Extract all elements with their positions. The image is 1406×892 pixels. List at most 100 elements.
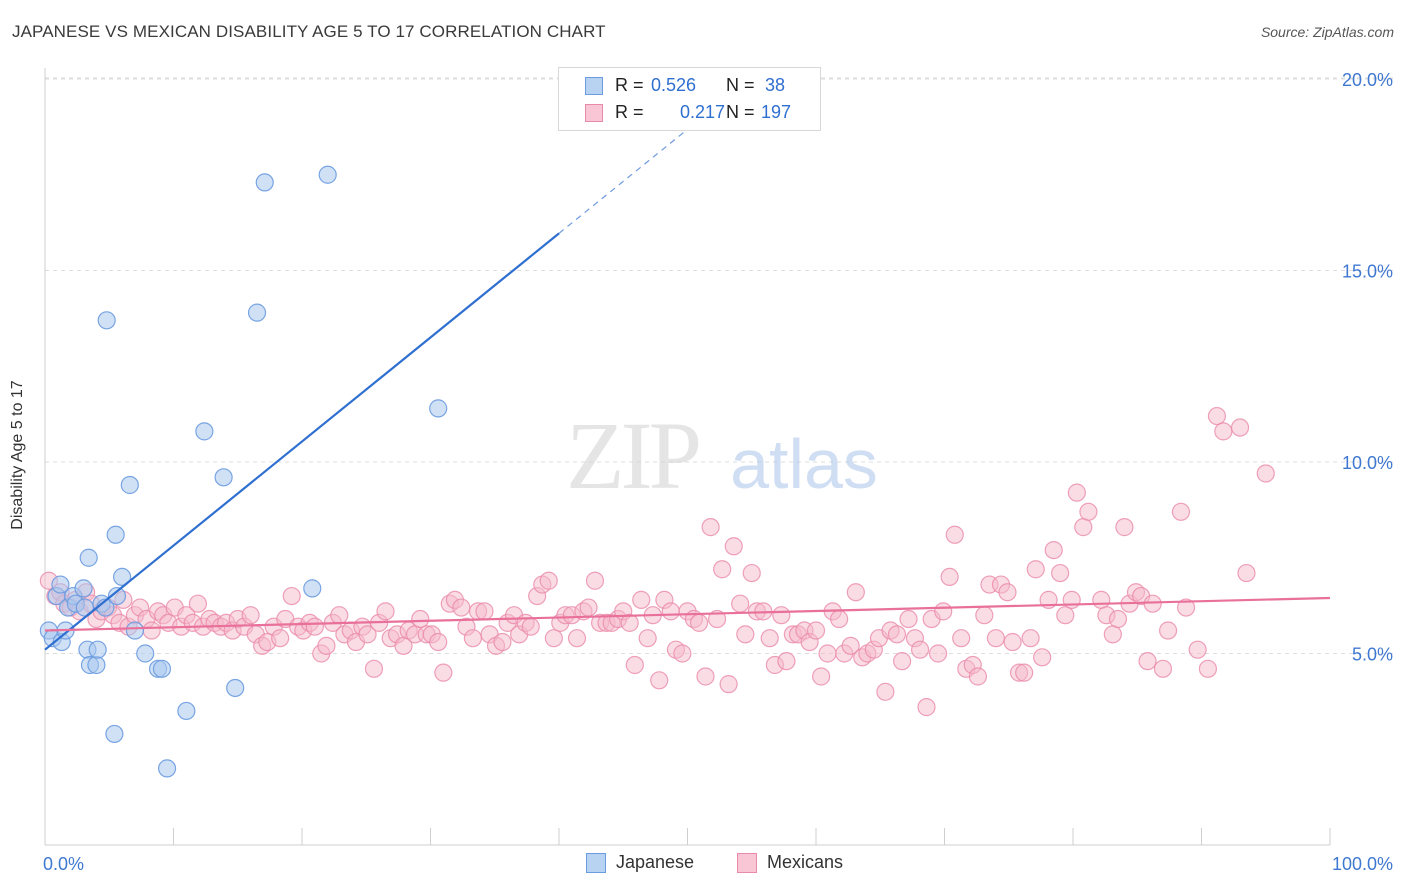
mexican-point xyxy=(638,629,657,648)
mexican-point xyxy=(1033,648,1052,667)
japanese-point xyxy=(105,724,124,744)
mexican-point xyxy=(544,629,563,648)
tick-labels: 5.0% 10.0% 15.0% 20.0% 0.0% 100.0% xyxy=(43,70,1393,874)
trend-lines xyxy=(44,97,1331,651)
mexican-point xyxy=(1051,563,1070,583)
mexican-point xyxy=(539,571,558,590)
mexican-point xyxy=(806,621,826,640)
mexicans-swatch xyxy=(585,104,603,122)
japanese-point xyxy=(106,525,125,544)
mexican-point xyxy=(142,621,161,640)
mexican-point xyxy=(701,518,720,537)
mexican-point xyxy=(1214,422,1233,441)
mexicans-trend-line xyxy=(44,596,1331,632)
mexican-point xyxy=(876,682,895,701)
mexican-point xyxy=(1044,540,1063,560)
mexican-point xyxy=(975,606,994,625)
japanese-point xyxy=(255,173,274,192)
mexican-point xyxy=(620,613,639,632)
mexican-point xyxy=(818,644,837,663)
mexican-point xyxy=(330,606,349,625)
legend-n-value: 38 xyxy=(765,75,786,95)
mexican-point xyxy=(661,602,680,621)
japanese-point xyxy=(88,640,107,659)
mexican-point xyxy=(772,606,791,625)
mexican-point xyxy=(719,675,738,694)
mexican-point xyxy=(358,625,377,644)
mexican-point xyxy=(934,602,953,621)
legend-n-value: 197 xyxy=(761,102,792,122)
mexican-point xyxy=(429,632,448,652)
japanese-point xyxy=(107,586,127,606)
mexican-point xyxy=(952,629,971,648)
japanese-point xyxy=(214,468,233,487)
x-tick-label: 0.0% xyxy=(43,854,84,874)
source-label: Source: ZipAtlas.com xyxy=(1260,24,1394,40)
japanese-swatch xyxy=(585,77,603,95)
mexican-point xyxy=(625,655,644,675)
mexican-point xyxy=(724,537,743,556)
y-tick-label: 15.0% xyxy=(1342,262,1393,282)
mexicans-legend-swatch xyxy=(737,853,757,873)
correlation-legend: R = 0.526 N = 38 R = 0.217 N = 197 xyxy=(558,67,821,131)
mexican-point xyxy=(1230,418,1250,437)
watermark-zip: ZIP xyxy=(566,402,699,509)
mexican-point xyxy=(1108,609,1128,629)
mexican-point xyxy=(305,617,324,636)
mexican-point xyxy=(986,629,1006,648)
mexican-point xyxy=(846,583,865,602)
mexican-point xyxy=(892,652,912,671)
mexican-point xyxy=(968,667,988,686)
japanese-point xyxy=(226,678,245,698)
japanese-point xyxy=(177,701,196,721)
mexican-point xyxy=(1062,590,1081,609)
mexican-point xyxy=(475,602,494,621)
mexican-point xyxy=(1143,594,1162,613)
japanese-point xyxy=(157,759,177,778)
japanese-point xyxy=(112,567,132,587)
mexican-point xyxy=(1015,663,1034,682)
mexican-point xyxy=(1021,629,1040,648)
mexican-point xyxy=(736,625,755,644)
mexicans-legend-label: Mexicans xyxy=(767,852,844,872)
legend-n-label: N = xyxy=(726,102,755,122)
mexican-point xyxy=(1207,406,1227,426)
japanese-point xyxy=(303,579,322,598)
mexican-point xyxy=(696,667,715,686)
mexican-point xyxy=(917,698,936,717)
japanese-point xyxy=(79,548,98,567)
mexican-point xyxy=(1074,518,1093,537)
mexican-point xyxy=(777,652,796,671)
chart-title: JAPANESE VS MEXICAN DISABILITY AGE 5 TO … xyxy=(12,22,606,41)
mexican-point xyxy=(1056,606,1075,625)
mexican-point xyxy=(713,560,732,579)
mexican-point xyxy=(887,625,907,644)
japanese-point xyxy=(247,303,267,322)
mexican-point xyxy=(742,563,761,583)
mexican-point xyxy=(364,659,384,678)
japanese-point xyxy=(51,575,70,594)
mexican-point xyxy=(317,636,336,655)
mexican-point xyxy=(1067,483,1086,502)
japanese-point xyxy=(429,399,448,418)
mexican-point xyxy=(434,663,453,682)
watermark-atlas: atlas xyxy=(730,425,878,503)
mexican-point xyxy=(1176,598,1196,617)
japanese-point xyxy=(87,655,106,675)
mexican-point xyxy=(998,583,1017,602)
mexican-point xyxy=(188,594,208,613)
mexican-point xyxy=(1188,640,1207,659)
legend-r-label: R = xyxy=(615,102,644,122)
mexican-point xyxy=(1079,502,1098,521)
japanese-point xyxy=(74,579,93,598)
legend-r-label: R = xyxy=(615,75,644,95)
mexican-point xyxy=(650,671,669,690)
mexican-point xyxy=(271,629,290,648)
mexican-point xyxy=(452,598,471,617)
mexican-point xyxy=(910,640,930,659)
japanese-legend-label: Japanese xyxy=(616,852,695,872)
mexican-point xyxy=(841,636,860,655)
japanese-trend-line xyxy=(44,232,560,651)
y-axis-label: Disability Age 5 to 17 xyxy=(9,380,26,530)
